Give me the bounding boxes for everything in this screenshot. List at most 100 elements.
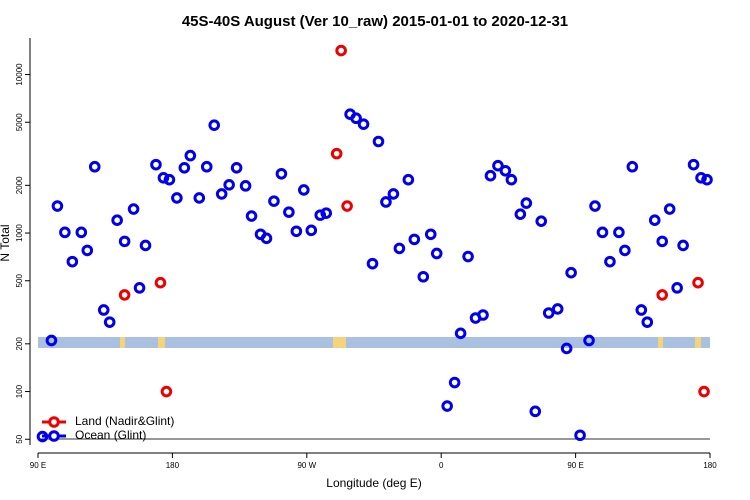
legend-marker (48, 430, 60, 442)
band-spot (120, 337, 125, 348)
point (619, 244, 631, 257)
chart-title: 45S-40S August (Ver 10_raw) 2015-01-01 t… (182, 13, 568, 30)
point (698, 385, 710, 398)
point (656, 289, 669, 301)
point (163, 173, 176, 186)
point (290, 225, 303, 238)
point (424, 228, 437, 241)
point (656, 235, 669, 248)
point (51, 200, 64, 212)
point (118, 235, 131, 248)
y-tick-label: 500 (15, 274, 24, 288)
point (663, 203, 676, 215)
band-spot (158, 337, 165, 348)
point (223, 179, 235, 191)
point (393, 242, 406, 255)
band-spot (695, 337, 701, 348)
point (200, 160, 213, 173)
point (66, 255, 79, 268)
point (535, 215, 548, 227)
legend-label: Land (Nadir&Glint) (75, 414, 174, 428)
point (430, 247, 443, 260)
point (677, 239, 689, 252)
point (402, 173, 415, 186)
x-tick-label: 0 (439, 461, 444, 470)
point (372, 135, 385, 148)
point (139, 239, 152, 252)
point (492, 159, 504, 172)
point (417, 270, 430, 283)
point (133, 282, 146, 294)
point (701, 173, 713, 186)
point (441, 400, 453, 412)
x-tick-label: 180 (703, 461, 717, 470)
dense-band (38, 337, 710, 348)
x-tick-label: 180 (166, 461, 180, 470)
point (560, 342, 573, 355)
point (97, 304, 110, 316)
point (671, 282, 683, 294)
point (111, 214, 123, 226)
point (127, 203, 140, 215)
point (59, 226, 71, 239)
point (692, 276, 704, 289)
point (154, 276, 167, 289)
point (171, 192, 183, 204)
legend: Land (Nadir&Glint)Ocean (Glint) (42, 414, 174, 442)
y-tick-label: 50 (15, 434, 24, 443)
point (157, 172, 170, 184)
point (260, 232, 273, 245)
y-axis-label: N Total (0, 224, 12, 261)
point (641, 316, 654, 328)
point (320, 207, 333, 219)
x-tick-label: 90 W (297, 461, 316, 470)
x-tick-label: 90 E (567, 461, 583, 470)
point (184, 149, 197, 162)
point (230, 161, 243, 174)
point (81, 244, 94, 257)
point (75, 226, 88, 239)
point (589, 200, 601, 212)
point (551, 303, 564, 315)
legend-label: Ocean (Glint) (75, 428, 146, 442)
point (499, 164, 512, 177)
point (695, 172, 707, 184)
point (448, 376, 461, 389)
point (150, 158, 162, 171)
point (298, 184, 310, 196)
point (514, 208, 527, 220)
point (542, 307, 555, 319)
point (88, 160, 101, 173)
point (45, 334, 58, 347)
point (239, 180, 252, 192)
point (335, 44, 347, 57)
legend-marker (48, 416, 60, 428)
point (341, 200, 353, 212)
point (635, 304, 648, 316)
point (193, 192, 206, 204)
point (245, 210, 258, 222)
point (505, 173, 518, 186)
y-tick-label: 100 (15, 384, 24, 398)
point (604, 255, 616, 268)
point (178, 161, 191, 174)
point (477, 309, 489, 321)
point (484, 169, 497, 182)
point (283, 206, 295, 218)
y-tick-label: 5000 (15, 113, 24, 131)
point (583, 334, 595, 347)
point (648, 214, 661, 226)
y-tick-label: 200 (15, 337, 24, 351)
point (215, 188, 228, 200)
y-tick-label: 1000 (15, 224, 24, 242)
y-tick-label: 10000 (15, 63, 24, 86)
point (160, 385, 173, 398)
point (387, 188, 400, 200)
point (613, 226, 625, 239)
point (687, 158, 700, 171)
point (118, 289, 131, 301)
point (103, 316, 116, 328)
point (208, 119, 221, 131)
point (462, 250, 474, 263)
